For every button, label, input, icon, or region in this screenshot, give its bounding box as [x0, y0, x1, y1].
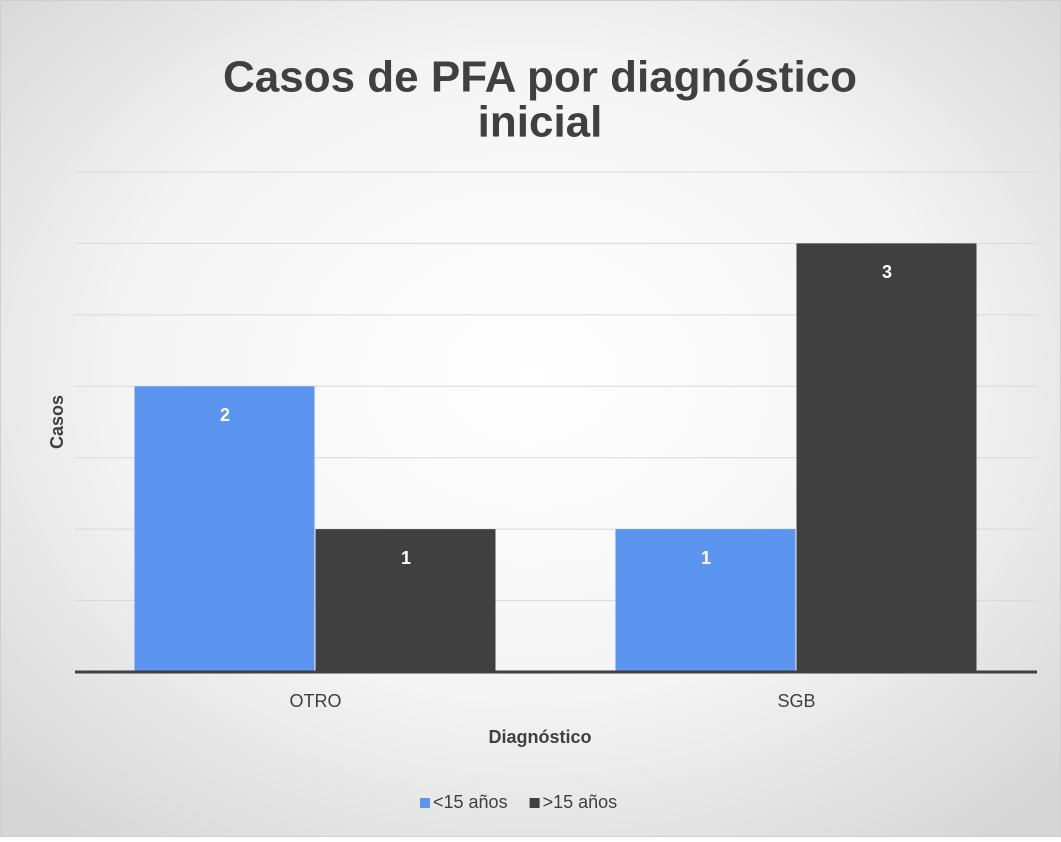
data-label: 1 — [701, 548, 711, 568]
chart-title: Casos de PFA por diagnóstico — [223, 53, 857, 102]
legend-swatch — [529, 798, 540, 808]
legend-swatch — [420, 798, 430, 808]
bar — [796, 243, 977, 672]
x-axis-title: Diagnóstico — [488, 727, 591, 747]
bar — [134, 386, 315, 672]
bar — [615, 529, 796, 672]
data-label: 2 — [220, 405, 230, 425]
legend-label: <15 años — [433, 792, 508, 812]
y-axis-title: Casos — [47, 395, 67, 449]
legend-label: >15 años — [543, 792, 618, 812]
bar — [315, 529, 496, 672]
data-label: 1 — [401, 548, 411, 568]
x-tick-label: SGB — [777, 691, 815, 711]
x-tick-label: OTRO — [290, 691, 342, 711]
data-label: 3 — [882, 262, 892, 282]
chart-title: inicial — [478, 98, 603, 147]
